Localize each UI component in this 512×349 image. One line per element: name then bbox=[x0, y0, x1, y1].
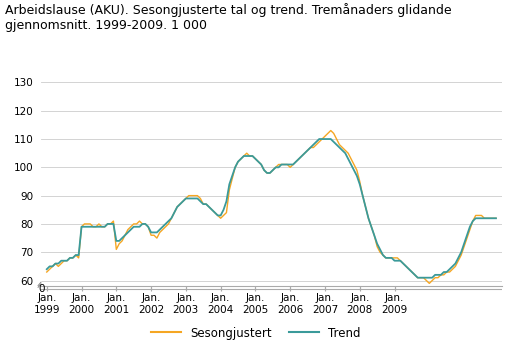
Legend: Sesongjustert, Trend: Sesongjustert, Trend bbox=[151, 327, 361, 340]
Trend bbox=[415, 276, 421, 280]
Trend bbox=[357, 182, 363, 186]
Trend bbox=[493, 216, 499, 220]
Sesongjustert bbox=[229, 177, 236, 181]
Text: 0: 0 bbox=[39, 284, 45, 294]
Text: Arbeidslause (AKU). Sesongjusterte tal og trend. Tremånaders glidande
gjennomsni: Arbeidslause (AKU). Sesongjusterte tal o… bbox=[5, 3, 452, 32]
Trend bbox=[44, 267, 50, 271]
Trend bbox=[409, 270, 415, 274]
Sesongjustert bbox=[328, 128, 334, 133]
Sesongjustert bbox=[409, 270, 415, 274]
Sesongjustert bbox=[212, 210, 218, 215]
Trend bbox=[157, 228, 163, 232]
Sesongjustert bbox=[310, 146, 316, 150]
Sesongjustert bbox=[493, 216, 499, 220]
Trend bbox=[310, 143, 316, 147]
Sesongjustert bbox=[157, 230, 163, 235]
Trend bbox=[316, 137, 322, 141]
Line: Trend: Trend bbox=[47, 139, 496, 278]
Sesongjustert bbox=[44, 270, 50, 274]
Trend bbox=[212, 210, 218, 215]
Sesongjustert bbox=[426, 281, 432, 285]
Line: Sesongjustert: Sesongjustert bbox=[47, 131, 496, 283]
Sesongjustert bbox=[357, 179, 363, 184]
Trend bbox=[229, 174, 236, 178]
